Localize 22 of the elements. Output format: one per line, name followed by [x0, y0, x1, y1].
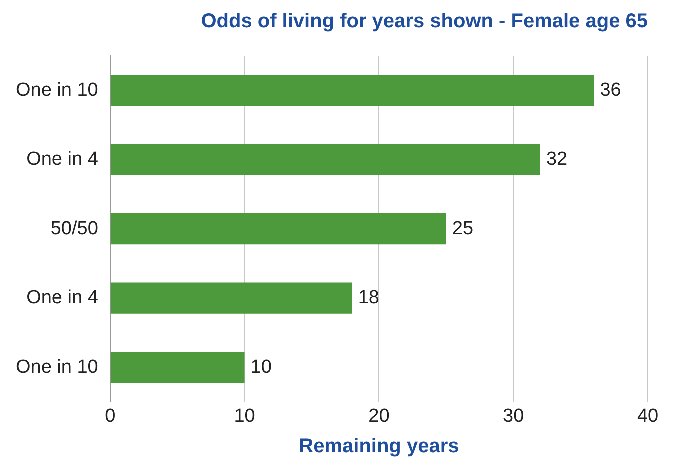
y-tick-label: 50/50 — [50, 218, 98, 240]
bar — [110, 352, 245, 384]
y-tick-label: One in 4 — [26, 288, 99, 309]
bar — [110, 144, 540, 176]
x-tick-label: 30 — [503, 406, 524, 427]
x-tick-label: 20 — [368, 406, 390, 427]
x-tick-label: 0 — [105, 406, 116, 427]
data-label: 18 — [358, 288, 380, 309]
data-label: 10 — [250, 356, 272, 378]
y-tick-label: One in 4 — [26, 149, 99, 170]
bar — [110, 214, 446, 245]
x-tick-label: 40 — [637, 406, 659, 427]
x-tick-label: 10 — [234, 406, 256, 427]
chart-title: Odds of living for years shown - Female age 65 — [201, 10, 648, 33]
y-tick-label: One in 10 — [16, 80, 98, 101]
data-label: 25 — [452, 218, 474, 240]
y-tick-label: One in 10 — [16, 356, 98, 378]
bar — [110, 75, 594, 106]
data-label: 36 — [600, 80, 622, 101]
data-label: 32 — [546, 149, 568, 170]
bar — [110, 282, 352, 314]
x-axis-title: Remaining years — [299, 436, 460, 458]
